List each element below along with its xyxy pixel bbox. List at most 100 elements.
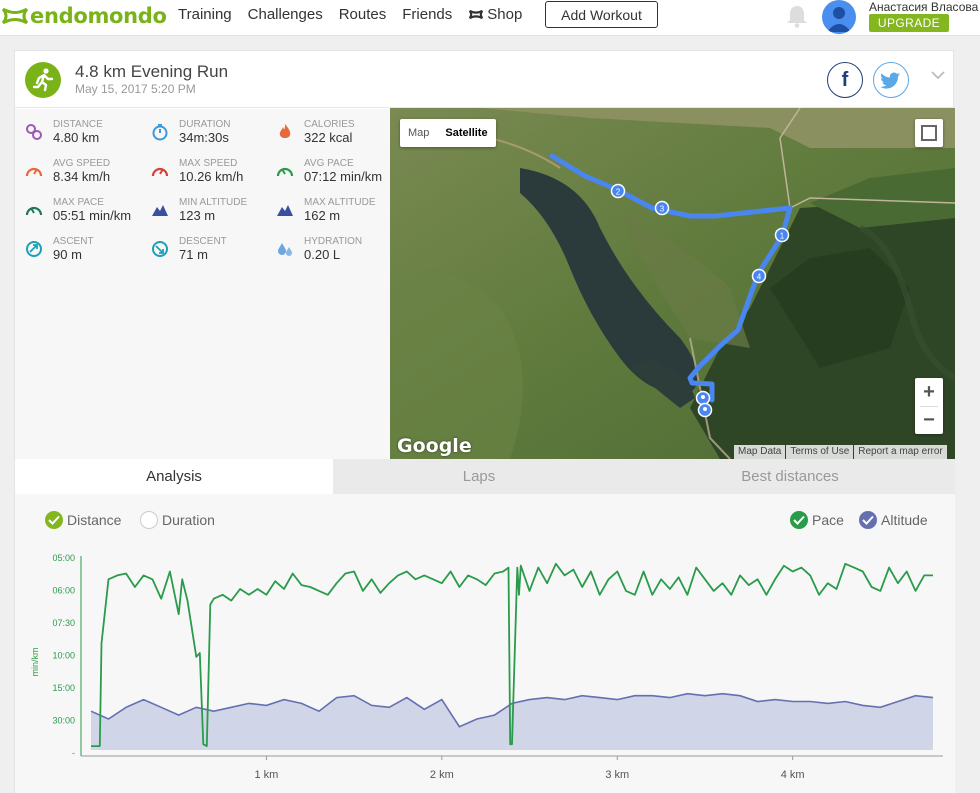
facebook-share-button[interactable]: f — [827, 62, 863, 98]
y-tick-label: 06:00 — [52, 586, 75, 596]
stopwatch-icon — [152, 124, 168, 141]
chevron-down-icon[interactable] — [931, 71, 945, 80]
toggle-pace[interactable]: Pace — [790, 511, 844, 529]
tab-best-distances[interactable]: Best distances — [741, 468, 839, 485]
pace-altitude-chart[interactable]: min/km 05:00 06:00 07:30 10:00 15:00 30:00 - 1… — [15, 494, 955, 793]
twitter-icon — [881, 72, 901, 89]
twitter-share-button[interactable] — [873, 62, 909, 98]
satellite-imagery: 2 3 1 4 — [390, 108, 955, 459]
stat-value: 10.26 km/h — [179, 169, 244, 184]
stat-value: 8.34 km/h — [53, 169, 111, 184]
y-tick-label: 07:30 — [52, 618, 75, 628]
add-workout-button[interactable]: Add Workout — [545, 1, 658, 28]
y-tick-label: 05:00 — [52, 553, 75, 563]
stat-value: 07:12 min/km — [304, 169, 383, 184]
fullscreen-icon — [921, 125, 937, 141]
ascent-icon — [26, 241, 42, 257]
pace-series-line — [91, 562, 933, 747]
checkbox-duration — [140, 511, 158, 529]
route-line — [549, 153, 793, 403]
stat-avg-speed: Avg Speed 8.34 km/h — [25, 158, 145, 192]
map-attribution: Map Data Terms of Use Report a map error — [733, 445, 947, 459]
under-armour-icon — [1, 7, 29, 25]
x-tick-label: 1 km — [254, 769, 278, 781]
toggle-altitude-label: Altitude — [881, 512, 928, 528]
stat-label: Ascent — [53, 236, 94, 247]
km-marker-1[interactable]: 1 — [774, 227, 790, 243]
tab-laps[interactable]: Laps — [462, 468, 496, 485]
descent-icon — [152, 241, 168, 257]
stat-max-pace: Max Pace 05:51 min/km — [25, 197, 145, 231]
zoom-in-button[interactable]: + — [923, 381, 935, 403]
terms-of-use-link[interactable]: Terms of Use — [786, 445, 854, 459]
map-type-control: Map Satellite — [400, 119, 496, 147]
km-marker-4[interactable]: 4 — [751, 268, 767, 284]
stat-max-altitude: Max Altitude 162 m — [276, 197, 396, 231]
speedometer-icon — [151, 167, 169, 177]
nav-challenges[interactable]: Challenges — [247, 6, 323, 23]
droplets-icon — [278, 243, 292, 256]
km-marker-2[interactable]: 2 — [610, 183, 626, 199]
svg-text:4: 4 — [757, 273, 762, 282]
stat-label: Distance — [53, 119, 103, 130]
km-marker-3[interactable]: 3 — [654, 200, 670, 216]
nav-shop[interactable]: Shop — [468, 6, 522, 23]
y-tick-label: 10:00 — [52, 651, 75, 661]
nav-training[interactable]: Training — [178, 6, 232, 23]
finish-pin-icon[interactable] — [697, 402, 713, 418]
flame-icon — [279, 124, 291, 138]
tab-analysis[interactable]: Analysis — [15, 459, 333, 494]
stat-label: Min Altitude — [179, 197, 248, 208]
analysis-tabs: Analysis Laps Best distances — [15, 459, 955, 494]
stat-avg-pace: Avg Pace 07:12 min/km — [276, 158, 396, 192]
y-tick-label: 30:00 — [52, 716, 75, 726]
y-tick-label: 15:00 — [52, 683, 75, 693]
fullscreen-button[interactable] — [915, 119, 943, 147]
route-map[interactable]: 2 3 1 4 Map Satellite + − Google Map Dat… — [390, 108, 955, 459]
workout-header: 4.8 km Evening Run May 15, 2017 5:20 PM … — [15, 51, 955, 108]
check-icon — [48, 515, 60, 525]
x-tick-label: 4 km — [781, 769, 805, 781]
stat-value: 123 m — [179, 208, 216, 223]
brand-name: endomondo — [30, 4, 167, 28]
stat-label: Descent — [179, 236, 227, 247]
running-icon — [32, 68, 54, 92]
start-pin-icon[interactable] — [695, 390, 711, 406]
pin-icon — [26, 124, 42, 140]
user-name[interactable]: Анастасия Власова — [869, 0, 979, 14]
bell-icon[interactable] — [786, 4, 808, 28]
nav-routes[interactable]: Routes — [338, 6, 387, 23]
stat-value: 0.20 L — [304, 247, 341, 262]
stat-descent: Descent 71 m — [151, 236, 271, 270]
map-type-map-button[interactable]: Map — [408, 127, 430, 139]
analysis-chart-area: Distance Duration Pace Altitude min/km 0… — [15, 494, 955, 793]
stat-max-speed: Max Speed 10.26 km/h — [151, 158, 271, 192]
toggle-distance[interactable]: Distance — [45, 511, 121, 529]
endomondo-logo[interactable]: endomondo — [0, 4, 167, 28]
stat-label: Max Pace — [53, 197, 104, 208]
nav-friends[interactable]: Friends — [402, 6, 453, 23]
mountain-icon — [277, 205, 293, 216]
toggle-duration-label: Duration — [162, 512, 215, 528]
altitude-series-line — [90, 692, 934, 728]
report-map-error-link[interactable]: Report a map error — [854, 445, 947, 459]
stat-duration: Duration 34m:30s — [151, 119, 271, 153]
y-axis-label: min/km — [30, 648, 40, 677]
toggle-altitude[interactable]: Altitude — [859, 511, 928, 529]
stat-label: Avg Pace — [304, 158, 354, 169]
toggle-duration[interactable]: Duration — [140, 511, 215, 529]
zoom-out-button[interactable]: − — [923, 409, 935, 431]
avatar[interactable] — [822, 0, 856, 34]
stat-label: Avg Speed — [53, 158, 111, 169]
stat-value: 162 m — [304, 208, 341, 223]
upgrade-button[interactable]: UPGRADE — [869, 14, 949, 32]
map-type-satellite-button[interactable]: Satellite — [445, 127, 488, 139]
toggle-pace-label: Pace — [812, 512, 844, 528]
stat-calories: Calories 322 kcal — [276, 119, 396, 153]
facebook-icon: f — [841, 68, 849, 91]
stat-label: Max Altitude — [304, 197, 376, 208]
map-data-link[interactable]: Map Data — [734, 445, 786, 459]
stat-value: 322 kcal — [304, 130, 353, 145]
main-nav: Training Challenges Routes Friends Shop — [178, 6, 522, 23]
stat-label: Hydration — [304, 236, 363, 247]
